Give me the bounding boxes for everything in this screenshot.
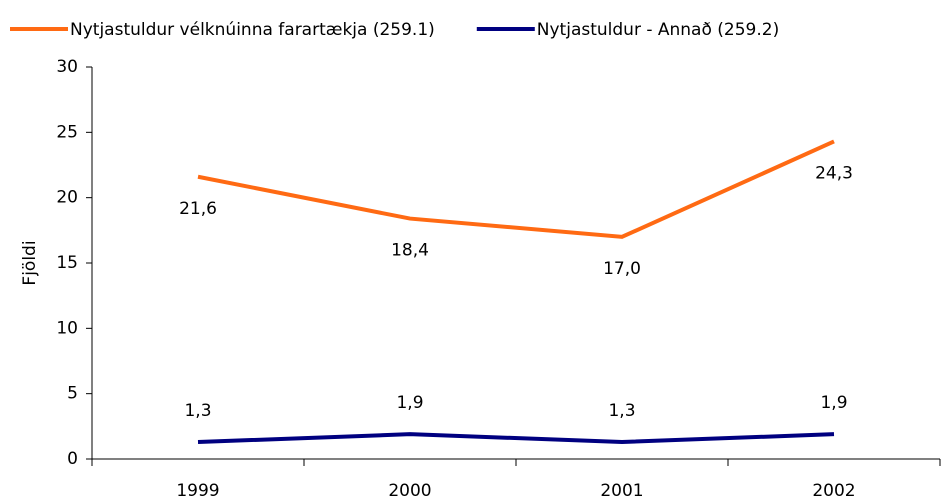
data-label: 1,9 <box>820 393 847 413</box>
data-label: 1,3 <box>608 401 635 421</box>
y-tick-label: 5 <box>67 384 78 404</box>
data-label: 1,9 <box>396 393 423 413</box>
y-tick-label: 20 <box>56 188 78 208</box>
x-tick-label: 1999 <box>176 481 219 501</box>
data-label: 18,4 <box>391 241 429 261</box>
series-line <box>197 139 835 239</box>
y-tick-label: 25 <box>56 122 78 142</box>
data-label: 1,3 <box>184 401 211 421</box>
y-tick-label: 15 <box>56 253 78 273</box>
y-tick-label: 30 <box>56 57 78 77</box>
legend-label: Nytjastuldur - Annað (259.2) <box>537 20 779 40</box>
legend-label: Nytjastuldur vélknúinna farartækja (259.… <box>70 20 435 40</box>
series-line <box>197 432 835 445</box>
x-tick-label: 2000 <box>388 481 431 501</box>
x-tick-label: 2001 <box>600 481 643 501</box>
data-label: 17,0 <box>603 259 641 279</box>
data-label: 24,3 <box>815 163 853 183</box>
data-label: 21,6 <box>179 199 217 219</box>
x-tick-label: 2002 <box>812 481 855 501</box>
y-tick-label: 10 <box>56 318 78 338</box>
y-axis-label: Fjöldi <box>20 240 40 285</box>
y-tick-label: 0 <box>67 449 78 469</box>
